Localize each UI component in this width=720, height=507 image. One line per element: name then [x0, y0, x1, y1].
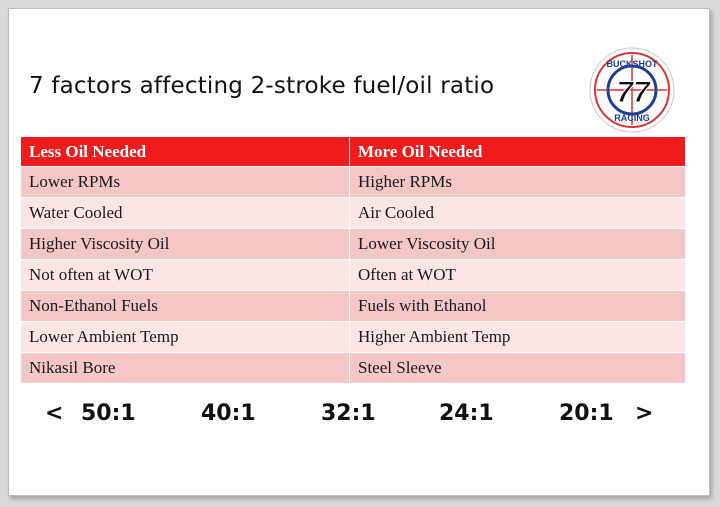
more-oil-cell: Higher Ambient Temp: [349, 321, 686, 353]
table-row: Not often at WOT Often at WOT: [21, 259, 686, 291]
slide-title: 7 factors affecting 2-stroke fuel/oil ra…: [29, 73, 495, 99]
more-oil-cell: Fuels with Ethanol: [349, 290, 686, 322]
ratio-label: 20:1: [559, 401, 614, 426]
left-arrow-glyph: <: [45, 401, 64, 426]
logo-number: 77: [616, 76, 651, 109]
more-oil-cell: Steel Sleeve: [349, 352, 686, 383]
ratio-label: 40:1: [201, 401, 256, 426]
ratio-label: 24:1: [439, 401, 494, 426]
less-oil-cell: Lower Ambient Temp: [21, 321, 350, 353]
less-oil-cell: Lower RPMs: [21, 166, 350, 198]
slide: 7 factors affecting 2-stroke fuel/oil ra…: [8, 8, 710, 496]
header-more-oil: More Oil Needed: [349, 137, 686, 167]
oil-factor-table: Less Oil Needed More Oil Needed Lower RP…: [21, 137, 686, 383]
table-row: Water Cooled Air Cooled: [21, 197, 686, 229]
less-oil-cell: Nikasil Bore: [21, 352, 350, 383]
more-oil-cell: Higher RPMs: [349, 166, 686, 198]
table-row: Nikasil Bore Steel Sleeve: [21, 352, 686, 383]
more-oil-cell: Air Cooled: [349, 197, 686, 229]
table-header-row: Less Oil Needed More Oil Needed: [21, 137, 686, 167]
less-oil-cell: Non-Ethanol Fuels: [21, 290, 350, 322]
less-oil-cell: Water Cooled: [21, 197, 350, 229]
table-row: Lower RPMs Higher RPMs: [21, 166, 686, 198]
right-arrow-glyph: >: [635, 401, 654, 426]
header-less-oil: Less Oil Needed: [21, 137, 350, 167]
less-oil-cell: Not often at WOT: [21, 259, 350, 291]
logo-bottom-text: RACING: [614, 113, 650, 123]
more-oil-cell: Lower Viscosity Oil: [349, 228, 686, 260]
less-oil-cell: Higher Viscosity Oil: [21, 228, 350, 260]
ratio-label: 50:1: [81, 401, 136, 426]
logo-top-text: BUCKSHOT: [607, 59, 659, 69]
table-row: Lower Ambient Temp Higher Ambient Temp: [21, 321, 686, 353]
table-row: Higher Viscosity Oil Lower Viscosity Oil: [21, 228, 686, 260]
buckshot-racing-logo: BUCKSHOT 77 RACING: [589, 47, 675, 133]
more-oil-cell: Often at WOT: [349, 259, 686, 291]
ratio-scale: < 50:1 40:1 32:1 24:1 20:1 >: [45, 401, 655, 431]
ratio-label: 32:1: [321, 401, 376, 426]
table-row: Non-Ethanol Fuels Fuels with Ethanol: [21, 290, 686, 322]
